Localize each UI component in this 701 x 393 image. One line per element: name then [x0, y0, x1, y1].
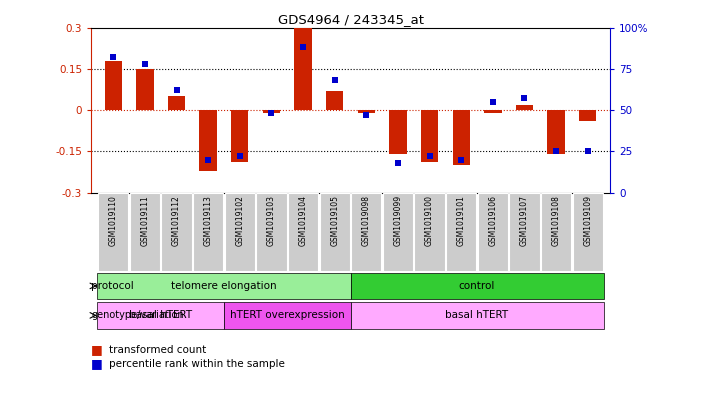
Point [361, 112, 372, 118]
Bar [414, 193, 444, 271]
Text: basal hTERT: basal hTERT [445, 310, 509, 320]
Point [424, 153, 435, 160]
Text: ■: ■ [91, 357, 107, 370]
Text: telomere elongation: telomere elongation [171, 281, 277, 291]
Point [139, 61, 151, 67]
Bar [98, 193, 128, 271]
Title: GDS4964 / 243345_at: GDS4964 / 243345_at [278, 13, 423, 26]
Bar [97, 302, 224, 329]
Bar [453, 110, 470, 165]
Text: basal hTERT: basal hTERT [129, 310, 192, 320]
Bar [326, 91, 343, 110]
Point [108, 54, 119, 61]
Bar [224, 193, 255, 271]
Bar [484, 110, 501, 113]
Text: GSM1019113: GSM1019113 [204, 195, 212, 246]
Point [487, 99, 498, 105]
Bar [168, 96, 185, 110]
Text: hTERT overexpression: hTERT overexpression [230, 310, 345, 320]
Bar [130, 193, 160, 271]
Point [329, 77, 340, 83]
Bar [516, 105, 533, 110]
Text: GSM1019102: GSM1019102 [236, 195, 244, 246]
Point [266, 110, 277, 116]
Bar [573, 193, 603, 271]
Point [171, 87, 182, 94]
Bar [389, 110, 407, 154]
Bar [446, 193, 477, 271]
Text: GSM1019098: GSM1019098 [362, 195, 371, 246]
Bar [477, 193, 508, 271]
Bar [104, 61, 122, 110]
Bar [294, 28, 312, 110]
Bar [358, 110, 375, 113]
Text: ■: ■ [91, 343, 107, 356]
Text: genotype/variation: genotype/variation [91, 310, 184, 320]
Text: GSM1019105: GSM1019105 [330, 195, 339, 246]
Point [550, 148, 562, 154]
Point [582, 148, 593, 154]
Text: protocol: protocol [91, 281, 134, 291]
Point [203, 156, 214, 163]
Bar [161, 193, 191, 271]
Bar [288, 193, 318, 271]
Text: GSM1019108: GSM1019108 [552, 195, 561, 246]
Bar [579, 110, 597, 121]
Bar [257, 193, 287, 271]
Point [519, 95, 530, 102]
Text: GSM1019107: GSM1019107 [520, 195, 529, 246]
Text: GSM1019110: GSM1019110 [109, 195, 118, 246]
Bar [136, 69, 154, 110]
Text: GSM1019112: GSM1019112 [172, 195, 181, 246]
Bar [350, 302, 604, 329]
Text: GSM1019100: GSM1019100 [425, 195, 434, 246]
Bar [383, 193, 413, 271]
Bar [421, 110, 438, 162]
Bar [193, 193, 224, 271]
Bar [231, 110, 248, 162]
Point [456, 156, 467, 163]
Bar [547, 110, 565, 154]
Text: control: control [459, 281, 495, 291]
Text: percentile rank within the sample: percentile rank within the sample [109, 358, 285, 369]
Text: GSM1019099: GSM1019099 [393, 195, 402, 246]
Text: GSM1019109: GSM1019109 [583, 195, 592, 246]
Bar [350, 273, 604, 299]
Bar [320, 193, 350, 271]
Text: GSM1019101: GSM1019101 [457, 195, 465, 246]
Bar [541, 193, 571, 271]
Text: GSM1019103: GSM1019103 [267, 195, 276, 246]
Bar [263, 110, 280, 113]
Text: GSM1019104: GSM1019104 [299, 195, 308, 246]
Point [234, 153, 245, 160]
Bar [224, 302, 350, 329]
Bar [97, 273, 350, 299]
Text: GSM1019106: GSM1019106 [489, 195, 497, 246]
Point [297, 44, 308, 50]
Text: transformed count: transformed count [109, 345, 206, 355]
Bar [351, 193, 381, 271]
Bar [200, 110, 217, 171]
Text: GSM1019111: GSM1019111 [140, 195, 149, 246]
Point [393, 160, 404, 166]
Bar [510, 193, 540, 271]
